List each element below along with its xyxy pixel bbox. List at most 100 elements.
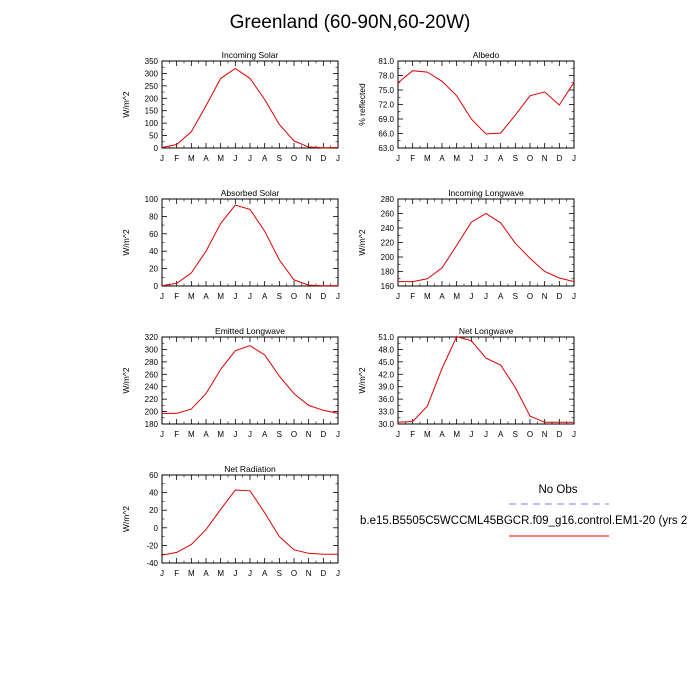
x-tick-label: A — [498, 292, 504, 301]
x-tick-label: D — [556, 430, 562, 439]
y-tick-label: 200 — [145, 408, 159, 417]
x-tick-label: J — [233, 292, 237, 301]
plot-frame — [397, 60, 575, 149]
y-tick-label: 20 — [149, 265, 158, 274]
x-tick-label: J — [160, 292, 164, 301]
x-tick-label: S — [513, 292, 518, 301]
series-line — [162, 345, 339, 414]
y-tick-label: 33.0 — [378, 408, 394, 417]
x-tick-label: J — [248, 430, 252, 439]
x-tick-label: M — [217, 430, 224, 439]
x-tick-label: N — [306, 292, 312, 301]
y-tick-label: -40 — [146, 559, 158, 568]
x-tick-label: J — [469, 430, 473, 439]
x-tick-label: A — [203, 292, 209, 301]
legend-obs-label: No Obs — [539, 484, 578, 496]
x-tick-label: M — [453, 154, 460, 163]
x-tick-label: A — [439, 292, 445, 301]
plot-frame — [397, 336, 575, 425]
x-tick-label: F — [410, 292, 415, 301]
y-tick-label: 280 — [381, 195, 395, 204]
y-axis-label: W/m^2 — [357, 367, 367, 393]
y-tick-label: 320 — [145, 333, 159, 342]
series-line — [397, 70, 575, 135]
x-tick-label: D — [556, 292, 562, 301]
page-title: Greenland (60-90N,60-20W) — [229, 12, 471, 33]
y-tick-label: 220 — [381, 239, 395, 248]
y-tick-label: 51.0 — [378, 333, 394, 342]
y-tick-label: 66.0 — [378, 130, 394, 139]
y-tick-label: 180 — [145, 420, 159, 429]
x-tick-label: J — [160, 569, 164, 578]
y-tick-label: 72.0 — [378, 101, 394, 110]
panel-title: Net Radiation — [224, 464, 276, 474]
x-tick-label: S — [513, 154, 518, 163]
series-line — [161, 489, 338, 556]
x-tick-label: J — [233, 569, 237, 578]
x-tick-label: A — [203, 569, 209, 578]
x-tick-label: D — [320, 430, 326, 439]
legend-model-label: b.e15.B5505C5WCCML45BGCR.f09_g16.control… — [360, 515, 687, 527]
y-tick-label: 260 — [145, 370, 159, 379]
x-tick-label: N — [542, 154, 548, 163]
x-tick-label: A — [262, 569, 268, 578]
x-tick-label: A — [262, 430, 268, 439]
x-tick-label: M — [424, 430, 431, 439]
x-tick-label: A — [262, 154, 268, 163]
x-tick-label: J — [336, 154, 340, 163]
x-tick-label: F — [174, 154, 179, 163]
y-tick-label: 69.0 — [378, 115, 394, 124]
y-tick-label: 20 — [149, 506, 158, 515]
x-tick-label: A — [439, 154, 445, 163]
panel-title: Emitted Longwave — [215, 326, 285, 336]
x-tick-label: S — [277, 154, 282, 163]
y-tick-label: 36.0 — [378, 395, 394, 404]
x-tick-label: O — [291, 292, 297, 301]
x-tick-label: D — [320, 569, 326, 578]
y-tick-label: 78.0 — [378, 72, 394, 81]
x-tick-label: D — [320, 154, 326, 163]
x-tick-label: A — [203, 154, 209, 163]
x-tick-label: M — [424, 292, 431, 301]
y-axis-label: W/m^2 — [121, 91, 131, 117]
y-tick-label: 250 — [145, 82, 159, 91]
x-tick-label: J — [160, 430, 164, 439]
plot-frame — [161, 336, 339, 425]
y-tick-label: 200 — [381, 253, 395, 262]
x-tick-label: J — [469, 292, 473, 301]
y-tick-label: 0 — [154, 524, 159, 533]
y-axis-label: W/m^2 — [121, 506, 131, 532]
panel-title: Net Longwave — [459, 326, 514, 336]
x-tick-label: F — [174, 430, 179, 439]
x-tick-label: F — [174, 569, 179, 578]
y-tick-label: 40 — [149, 489, 158, 498]
x-tick-label: M — [453, 292, 460, 301]
x-tick-label: J — [572, 154, 576, 163]
y-tick-label: 30.0 — [378, 420, 394, 429]
y-tick-label: 280 — [145, 358, 159, 367]
x-tick-label: J — [336, 430, 340, 439]
x-tick-label: A — [203, 430, 209, 439]
y-tick-label: 63.0 — [378, 144, 394, 153]
x-tick-label: O — [291, 430, 297, 439]
y-tick-label: 42.0 — [378, 370, 394, 379]
series-line — [398, 212, 575, 283]
y-tick-label: 200 — [145, 94, 159, 103]
x-tick-label: J — [396, 154, 400, 163]
x-tick-label: M — [217, 569, 224, 578]
x-tick-label: D — [556, 154, 562, 163]
y-axis-label: W/m^2 — [121, 229, 131, 255]
y-tick-label: 80 — [149, 212, 158, 221]
y-tick-label: 60 — [149, 230, 158, 239]
x-tick-label: J — [396, 292, 400, 301]
y-tick-label: 100 — [145, 195, 159, 204]
x-tick-label: J — [160, 154, 164, 163]
x-tick-label: J — [469, 154, 473, 163]
legend: No Obs b.e15.B5505C5WCCML45BGCR.f09_g16.c… — [360, 484, 687, 537]
